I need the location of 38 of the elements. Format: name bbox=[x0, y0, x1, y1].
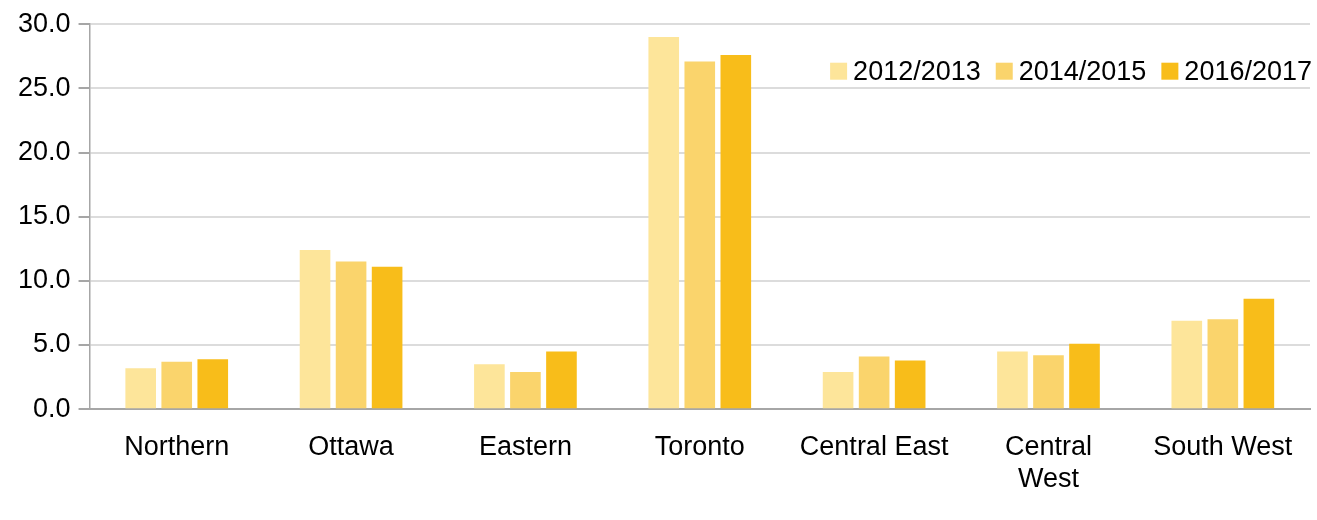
bar bbox=[335, 261, 367, 409]
bar bbox=[822, 371, 854, 409]
bar bbox=[161, 361, 193, 409]
y-tick-label: 30.0 bbox=[17, 7, 71, 38]
bar bbox=[1207, 319, 1239, 409]
bar bbox=[1033, 355, 1064, 409]
bar bbox=[125, 368, 157, 409]
bar bbox=[1069, 343, 1100, 409]
x-tick-label: Central West bbox=[1004, 430, 1092, 494]
bar bbox=[894, 360, 926, 409]
bar bbox=[684, 61, 716, 409]
bar bbox=[371, 266, 403, 409]
x-tick-label: Eastern bbox=[478, 430, 572, 461]
bar bbox=[648, 37, 680, 409]
bar bbox=[299, 250, 331, 409]
bar bbox=[720, 55, 752, 409]
y-tick-label: 0.0 bbox=[33, 392, 71, 423]
y-tick-label: 5.0 bbox=[33, 328, 71, 359]
legend-label: 2016/2017 bbox=[1184, 55, 1313, 86]
bar bbox=[474, 364, 505, 409]
bar bbox=[858, 356, 890, 409]
legend-label: 2012/2013 bbox=[853, 55, 981, 86]
y-tick-label: 10.0 bbox=[17, 264, 71, 295]
x-tick-label: Central East bbox=[799, 430, 949, 461]
y-tick-label: 25.0 bbox=[17, 71, 71, 102]
x-tick-label: South West bbox=[1153, 430, 1293, 461]
x-tick-label: Toronto bbox=[654, 430, 745, 461]
bar bbox=[197, 359, 229, 409]
bar bbox=[997, 351, 1028, 409]
bar bbox=[546, 351, 577, 409]
y-tick-label: 15.0 bbox=[17, 200, 71, 231]
x-tick-label: Ottawa bbox=[308, 430, 395, 461]
bar bbox=[510, 371, 541, 409]
x-tick-label: Northern bbox=[124, 430, 230, 461]
legend-label: 2014/2015 bbox=[1018, 55, 1147, 86]
y-tick-label: 20.0 bbox=[17, 135, 71, 166]
bar bbox=[1171, 320, 1203, 409]
bar bbox=[1243, 298, 1275, 409]
